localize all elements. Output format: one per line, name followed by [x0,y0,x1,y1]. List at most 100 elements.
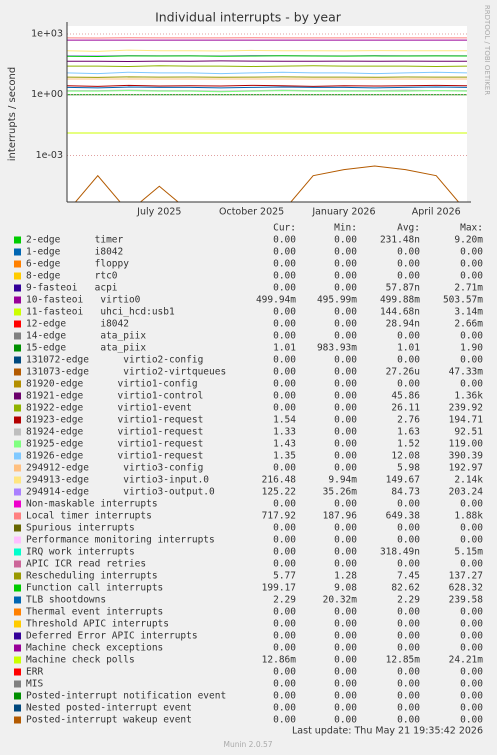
legend-swatch [14,344,21,352]
legend-name: Posted-interrupt notification event [26,691,226,702]
legend-stat: 0.00 [273,535,296,546]
legend-stat: 0.00 [273,403,296,414]
legend-stat: 9.08 [334,583,357,594]
series-line [67,55,467,57]
legend-stat: 0.00 [460,271,483,282]
legend-stat: 7.45 [397,571,420,582]
legend-swatch [14,500,21,508]
legend-name: 14-edge ata_piix [26,331,146,342]
legend-stat: 0.00 [273,559,296,570]
legend-stat: 0.00 [397,607,420,618]
legend-stat: 28.94n [386,319,420,330]
legend-swatch [14,440,21,448]
legend-stat: 0.00 [334,715,357,726]
legend-stat: 0.00 [334,463,357,474]
legend-stat: 0.00 [460,247,483,258]
legend-name: Function call interrupts [26,583,163,594]
legend-stat: 0.00 [397,559,420,570]
legend-stat: 0.00 [334,631,357,642]
legend-name: 10-fasteoi virtio0 [26,295,141,306]
legend-swatch [14,452,21,460]
series-line [67,49,467,52]
legend-name: 81925-edge virtio1-request [26,439,203,450]
legend-stat: 20.32m [323,595,358,606]
legend-stat: 0.00 [334,535,357,546]
legend-name: Non-maskable interrupts [26,499,158,510]
legend-swatch [14,620,21,628]
legend-stat: 0.00 [334,259,357,270]
legend-stat: 2.14k [454,475,483,486]
series-line [67,84,467,87]
legend-swatch [14,380,21,388]
series-line [67,86,467,89]
legend-stat: 0.00 [334,643,357,654]
legend-stat: 192.97 [449,463,483,474]
x-tick-label: January 2026 [311,207,375,218]
legend-stat: 1.54 [273,415,296,426]
legend-stat: 0.00 [334,607,357,618]
legend-swatch [14,272,21,280]
legend-stat: 390.39 [449,451,484,462]
legend-stat: 0.00 [397,667,420,678]
legend-name: Spurious interrupts [26,523,135,534]
legend-stat: 0.00 [397,679,420,690]
legend-stat: 82.62 [391,583,420,594]
legend-swatch [14,704,21,712]
legend-stat: 0.00 [334,547,357,558]
legend-swatch [14,428,21,436]
legend-swatch [14,284,21,292]
legend-name: 81922-edge virtio1-event [26,403,192,414]
legend-stat: 0.00 [273,307,296,318]
legend-stat: 0.00 [460,679,483,690]
legend-stat: 0.00 [460,715,483,726]
legend-stat: 0.00 [334,691,357,702]
legend-swatch [14,680,21,688]
legend-stat: 0.00 [273,631,296,642]
legend-stat: 0.00 [460,523,483,534]
legend-name: 81920-edge virtio1-config [26,379,198,390]
legend-stat: 0.00 [273,667,296,678]
legend-stat: 0.00 [334,655,357,666]
plot-area [67,26,467,202]
legend-stat: 0.00 [334,499,357,510]
legend-stat: 144.68n [380,307,420,318]
legend-name: 8-edge rtc0 [26,271,118,282]
legend-name: Machine check polls [26,655,135,666]
legend-stat: 0.00 [334,283,357,294]
legend-stat: 84.73 [391,487,420,498]
legend-swatch [14,296,21,304]
legend-stat: 1.35 [273,451,296,462]
legend-stat: 0.00 [334,427,357,438]
series-lines [67,37,467,202]
legend-swatch [14,560,21,568]
legend-stat: 0.00 [460,643,483,654]
legend-name: 294914-edge virtio3-output.0 [26,487,215,498]
legend-swatch [14,716,21,724]
column-header: Min: [334,223,357,234]
legend-swatch [14,668,21,676]
legend-stat: 1.63 [397,427,420,438]
legend-stat: 187.96 [323,511,358,522]
legend-stat: 0.00 [334,391,357,402]
legend-swatch [14,536,21,544]
legend-stat: 0.00 [273,355,296,366]
legend-stat: 0.00 [273,247,296,258]
legend-stat: 24.21m [449,655,484,666]
legend-stat: 0.00 [273,547,296,558]
legend-stat: 0.00 [273,259,296,270]
legend-name: 131073-edge virtio2-virtqueues [26,367,226,378]
legend-swatch [14,236,21,244]
legend-stat: 0.00 [334,235,357,246]
legend-swatch [14,644,21,652]
last-update: Last update: Thu May 21 19:35:42 2026 [292,726,483,737]
legend-stat: 0.00 [273,391,296,402]
legend-stat: 0.00 [273,607,296,618]
legend-stat: 12.08 [391,451,420,462]
legend-stat: 2.29 [397,595,420,606]
legend-name: Nested posted-interrupt event [26,703,192,714]
legend-stat: 0.00 [273,379,296,390]
legend-swatch [14,596,21,604]
legend-swatch [14,404,21,412]
legend-stat: 12.86m [262,655,297,666]
legend-stat: 2.66m [454,319,483,330]
